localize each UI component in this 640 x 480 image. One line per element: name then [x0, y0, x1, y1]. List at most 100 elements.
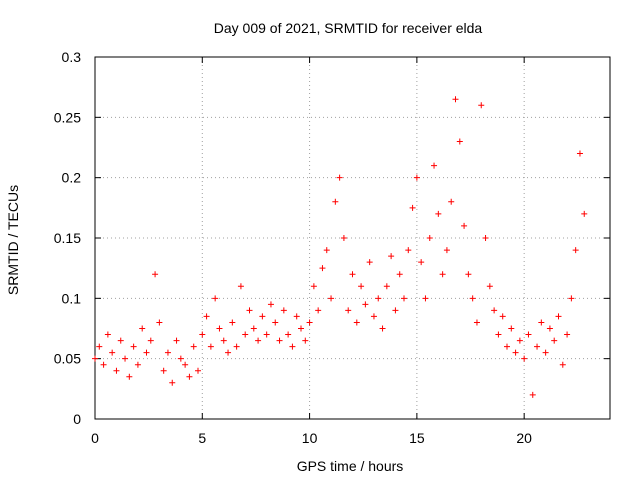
data-point — [100, 361, 107, 368]
data-point — [568, 295, 575, 302]
data-point — [160, 367, 167, 374]
data-point — [525, 331, 532, 338]
data-point — [169, 379, 176, 386]
data-point — [182, 361, 189, 368]
data-point — [405, 247, 412, 254]
data-point — [358, 283, 365, 290]
data-point — [546, 325, 553, 332]
data-point — [96, 343, 103, 350]
data-point — [409, 204, 416, 211]
data-point — [448, 198, 455, 205]
data-point — [323, 247, 330, 254]
data-point — [310, 283, 317, 290]
data-point — [246, 307, 253, 314]
data-point — [134, 361, 141, 368]
data-point — [212, 295, 219, 302]
data-point — [375, 295, 382, 302]
data-point — [581, 210, 588, 217]
data-point — [551, 337, 558, 344]
data-point — [164, 349, 171, 356]
data-point — [431, 162, 438, 169]
data-point — [276, 337, 283, 344]
grid — [95, 57, 610, 419]
data-point — [285, 331, 292, 338]
data-point — [473, 319, 480, 326]
data-point — [572, 247, 579, 254]
data-point — [104, 331, 111, 338]
data-point — [315, 307, 322, 314]
data-point — [117, 337, 124, 344]
data-point — [482, 235, 489, 241]
data-point — [534, 343, 541, 350]
chart-title: Day 009 of 2021, SRMTID for receiver eld… — [214, 20, 483, 36]
y-tick-label: 0 — [73, 411, 81, 427]
data-points — [92, 96, 588, 398]
data-point — [328, 295, 335, 302]
data-point — [195, 367, 201, 374]
data-point — [439, 271, 446, 278]
data-point — [332, 198, 339, 205]
data-point — [152, 271, 159, 278]
data-point — [267, 301, 274, 308]
data-point — [293, 313, 300, 320]
x-tick-label: 5 — [198, 430, 206, 446]
data-point — [177, 355, 184, 362]
data-point — [109, 349, 116, 356]
data-point — [126, 373, 133, 380]
data-point — [207, 343, 214, 350]
data-point — [255, 337, 262, 344]
data-point — [521, 355, 528, 362]
y-tick-label: 0.25 — [54, 109, 81, 125]
data-point — [345, 307, 352, 314]
data-point — [452, 96, 459, 103]
y-tick-label: 0.05 — [54, 351, 81, 367]
data-point — [143, 349, 150, 356]
data-point — [555, 313, 562, 320]
x-tick-label: 20 — [516, 430, 532, 446]
data-point — [564, 331, 571, 338]
data-point — [469, 295, 476, 302]
x-axis-label: GPS time / hours — [297, 458, 404, 474]
x-tick-label: 0 — [91, 430, 99, 446]
data-point — [220, 337, 227, 344]
data-point — [370, 313, 377, 320]
data-point — [336, 174, 343, 181]
data-point — [504, 343, 510, 350]
data-point — [280, 307, 287, 314]
x-tick-label: 15 — [409, 430, 425, 446]
data-point — [413, 174, 420, 181]
data-point — [225, 349, 232, 356]
data-point — [401, 295, 407, 302]
data-point — [190, 343, 197, 350]
data-point — [139, 325, 146, 332]
data-point — [353, 319, 360, 326]
data-point — [250, 325, 257, 332]
data-point — [156, 319, 163, 326]
data-point — [435, 210, 442, 217]
data-point — [388, 253, 395, 260]
data-point — [130, 343, 137, 350]
data-point — [242, 331, 249, 338]
data-point — [272, 319, 279, 326]
data-point — [302, 337, 309, 344]
data-point — [491, 307, 498, 314]
data-point — [456, 138, 463, 145]
data-point — [186, 373, 193, 380]
data-point — [263, 331, 270, 338]
data-point — [383, 283, 390, 290]
data-point — [486, 283, 493, 290]
y-tick-label: 0.1 — [62, 290, 82, 306]
data-point — [216, 325, 223, 332]
data-point — [576, 150, 583, 157]
data-point — [418, 259, 425, 266]
y-axis-label: SRMTID / TECUs — [5, 185, 21, 295]
data-point — [113, 367, 120, 374]
data-point — [379, 325, 386, 332]
data-point — [237, 283, 244, 290]
data-point — [173, 337, 180, 344]
data-point — [147, 337, 154, 344]
data-point — [538, 319, 545, 326]
data-point — [259, 313, 266, 320]
data-point — [392, 307, 399, 314]
